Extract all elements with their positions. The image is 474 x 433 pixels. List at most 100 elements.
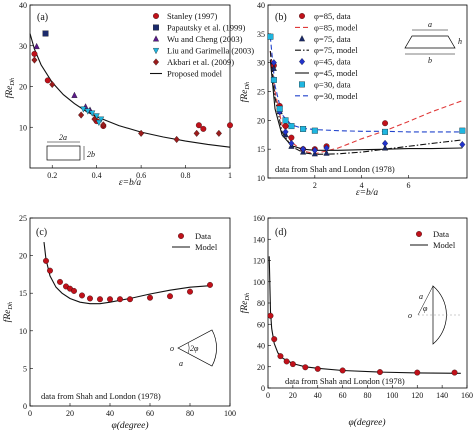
data-point [288,134,295,141]
y-axis-label: fReDh [239,82,251,103]
data-point [288,139,295,147]
y-tick-label: 30 [257,59,265,68]
data-point [47,267,53,274]
y-tick-label: 40 [19,1,27,10]
inset-label-2phi: 2φ [190,344,199,353]
x-tick-label: 2 [313,181,317,190]
inset-circular-segment-diagram: o φ a [408,285,462,345]
panel-tag: (d) [275,227,287,238]
legend-label: φ=75, data [314,34,351,44]
x-tick-label: 0.6 [136,171,146,180]
legend-swatch [299,58,305,66]
inset-label-a: a [179,359,183,368]
data-point [382,144,389,151]
source-annotation: data from Shah and London (1978) [285,376,405,386]
inset-label-o: o [170,344,174,353]
panel-tag: (b) [275,12,287,23]
data-point [107,296,113,303]
svg-text:fReDh: fReDh [4,78,16,99]
legend-label: Model [433,240,456,250]
data-point [282,117,289,124]
data-point [311,146,318,154]
data-point [382,128,389,135]
legend-label: φ=75, model [314,45,358,55]
data-point [382,139,389,147]
legend-swatch [178,233,184,239]
legend-swatch [153,58,159,66]
data-point [382,120,389,127]
x-axis-label: φ(degree) [348,417,385,428]
x-tick-label: 80 [364,391,372,400]
data-point [282,123,289,130]
legend-swatch [298,35,306,42]
legend-label: φ=85, data [314,11,351,21]
legend-swatch [152,48,160,55]
data-point [271,336,278,343]
data-point [71,91,78,98]
data-point [270,64,277,71]
legend-label: Stanley (1997) [167,11,217,21]
x-tick-label: 4 [360,181,364,190]
x-tick-label: 1 [228,171,232,180]
data-point [173,135,180,144]
inset-label-a: a [419,292,423,301]
data-point [43,257,49,264]
y-tick-label: 5 [23,364,27,373]
legend-label: φ=30, model [314,91,358,101]
data-point [78,111,85,119]
x-axis-label: ε=b/a [119,178,142,188]
y-tick-label: 40 [257,1,265,10]
data-point [84,108,91,115]
data-point [459,141,466,149]
series-line [43,242,211,305]
y-axis-label: fReDh [239,293,251,314]
source-annotation: data from Shah and London (1978) [41,391,161,401]
legend-label: Data [195,231,211,241]
x-tick-label: 160 [461,391,473,400]
y-tick-label: 20 [19,83,27,92]
inset-label-a: a [428,20,432,29]
data-point [288,123,295,130]
data-point [207,281,213,288]
data-point [283,358,290,365]
x-axis-label: ε=b/a [356,188,379,198]
panel-tag: (c) [36,227,47,238]
data-point [49,80,56,88]
inset-rectangle-diagram: 2a 2b [46,133,95,161]
data-point [276,105,283,112]
data-point [100,121,107,129]
legend-swatch [153,13,159,19]
data-point [300,145,307,153]
x-tick-label: 0 [28,409,32,418]
x-tick-label: 20 [66,409,74,418]
data-point [147,294,153,301]
legend-swatch [153,24,159,31]
panel-d: (d) fReDh φ(degree) data from Shah and L… [239,214,473,428]
data-point [267,312,274,319]
x-tick-label: 0.4 [92,171,102,180]
data-point [200,125,207,132]
data-point [127,296,133,303]
data-point [187,288,193,295]
inset-sector-diagram: o 2φ a [170,329,217,368]
legend-swatch [152,35,160,42]
data-point [323,144,330,152]
legend-label: Model [195,242,218,252]
x-tick-label: 140 [436,391,448,400]
data-point [414,369,421,376]
plot-frame [29,217,231,407]
y-tick-label: 160 [253,214,265,223]
legend-label: Proposed model [167,69,223,79]
data-point [57,278,63,285]
data-point [117,296,123,303]
y-tick-label: 20 [257,363,265,372]
svg-text:fReDh: fReDh [2,302,14,323]
y-tick-label: 15 [257,145,265,154]
x-tick-label: 100 [386,391,398,400]
x-tick-label: 0 [266,391,270,400]
y-tick-label: 15 [19,289,27,298]
y-tick-label: 25 [19,214,27,223]
